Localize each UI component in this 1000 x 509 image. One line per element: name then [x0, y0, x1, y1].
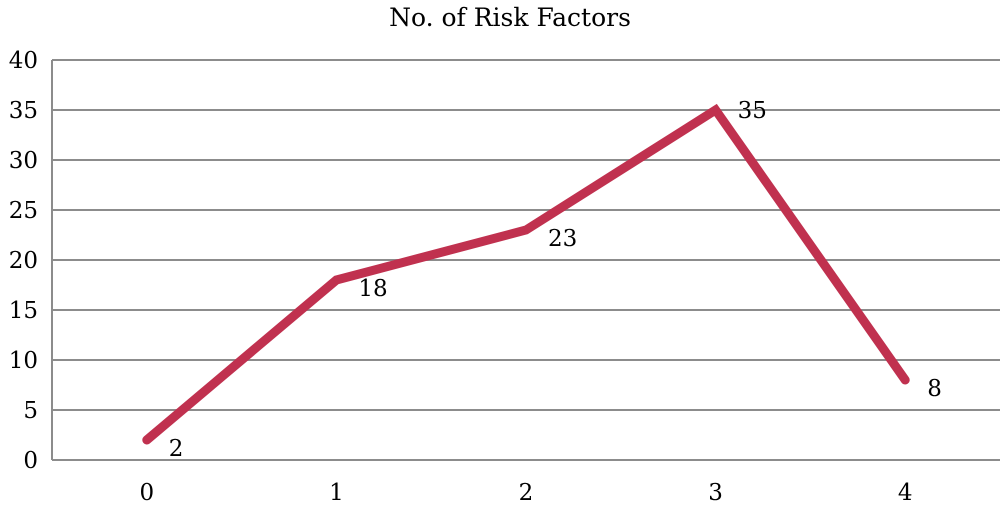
data-label: 35	[738, 98, 767, 124]
data-point	[903, 378, 908, 382]
y-tick-label: 35	[9, 98, 38, 124]
y-tick-label: 5	[23, 398, 38, 424]
series	[142, 103, 910, 445]
x-tick-label: 3	[708, 480, 723, 506]
gridlines	[52, 59, 1000, 411]
x-tick-labels: 0 1 2 3 4	[139, 480, 912, 506]
data-label: 18	[358, 276, 387, 302]
y-tick-labels: 0 5 10 15 20 25 30 35 40	[9, 48, 38, 474]
x-tick-label: 0	[139, 480, 154, 506]
data-labels: 2 18 23 35 8	[169, 98, 942, 462]
x-tick-label: 4	[898, 480, 913, 506]
axes	[51, 60, 1000, 461]
data-label: 23	[548, 226, 577, 252]
y-tick-label: 25	[9, 198, 38, 224]
data-point	[524, 228, 528, 232]
chart-title: No. of Risk Factors	[389, 3, 631, 32]
x-tick-label: 1	[329, 480, 344, 506]
data-point	[713, 108, 718, 112]
y-tick-label: 40	[9, 48, 38, 74]
y-tick-label: 20	[9, 248, 38, 274]
x-tick-label: 2	[519, 480, 534, 506]
y-tick-label: 0	[23, 448, 38, 474]
y-tick-label: 30	[9, 148, 38, 174]
y-tick-label: 10	[9, 348, 38, 374]
y-tick-label: 15	[9, 298, 38, 324]
data-point	[334, 278, 339, 282]
data-point	[144, 438, 149, 442]
data-label: 2	[169, 436, 184, 462]
data-label: 8	[927, 376, 942, 402]
